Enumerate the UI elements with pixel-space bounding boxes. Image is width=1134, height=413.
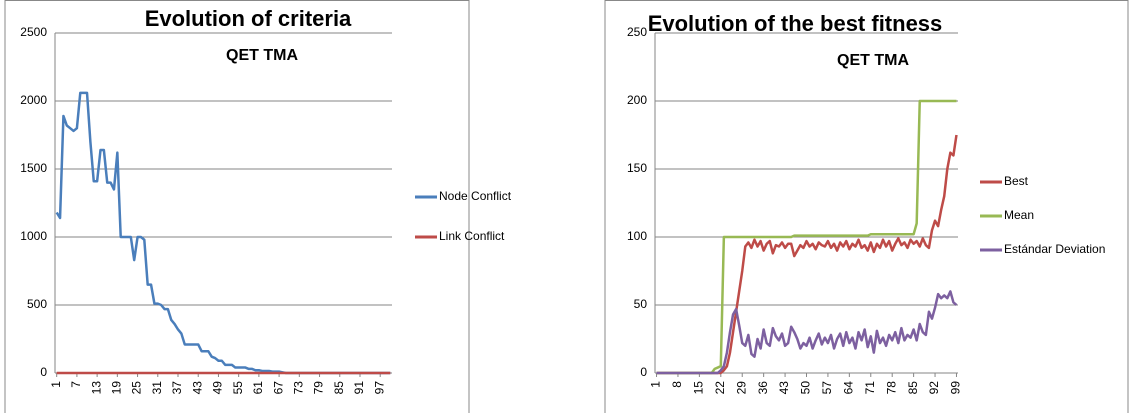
y-tick-label: 50 [634, 297, 648, 311]
x-tick-label: 57 [820, 381, 834, 395]
y-tick-label: 0 [640, 365, 647, 379]
x-tick-label: 43 [777, 381, 791, 395]
x-tick-label: 55 [231, 381, 245, 395]
y-tick-label: 0 [40, 365, 47, 379]
x-tick-label: 49 [211, 381, 225, 395]
y-tick-label: 150 [627, 161, 647, 175]
x-tick-label: 67 [271, 381, 285, 395]
x-tick-label: 97 [372, 381, 386, 395]
x-tick-label: 36 [756, 381, 770, 395]
x-tick-label: 78 [884, 381, 898, 395]
y-tick-label: 100 [627, 229, 647, 243]
y-tick-label: 250 [627, 25, 647, 39]
x-tick-label: 1 [49, 381, 63, 388]
x-tick-label: 91 [352, 381, 366, 395]
y-tick-label: 1000 [20, 229, 47, 243]
legend-label: Mean [1004, 208, 1034, 222]
chart-frame [4, 0, 470, 413]
x-tick-label: 85 [332, 381, 346, 395]
x-tick-label: 37 [170, 381, 184, 395]
chart-title: Evolution of criteria [145, 6, 352, 31]
x-tick-label: 64 [842, 381, 856, 395]
x-tick-label: 13 [89, 381, 103, 395]
legend-label: Link Conflict [439, 229, 505, 243]
x-tick-label: 43 [190, 381, 204, 395]
chart-title: Evolution of the best fitness [648, 11, 943, 36]
series-line [55, 91, 391, 375]
chart-frame [604, 0, 1129, 413]
x-tick-label: 19 [110, 381, 124, 395]
x-tick-label: 92 [927, 381, 941, 395]
chart-subtitle: QET TMA [226, 47, 298, 64]
legend-label: Estándar Deviation [1004, 242, 1105, 256]
x-tick-label: 8 [670, 381, 684, 388]
chart-subtitle: QET TMA [837, 52, 909, 69]
legend-label: Node Conflict [439, 189, 512, 203]
x-tick-label: 79 [312, 381, 326, 395]
x-tick-label: 1 [649, 381, 663, 388]
series-line [656, 290, 958, 375]
x-tick-label: 73 [291, 381, 305, 395]
y-tick-label: 2500 [20, 25, 47, 39]
y-tick-label: 2000 [20, 93, 47, 107]
x-tick-label: 50 [799, 381, 813, 395]
y-tick-label: 500 [27, 297, 47, 311]
x-tick-label: 85 [906, 381, 920, 395]
legend-label: Best [1004, 174, 1029, 188]
x-tick-label: 7 [69, 381, 83, 388]
x-tick-label: 25 [130, 381, 144, 395]
y-tick-label: 200 [627, 93, 647, 107]
x-tick-label: 31 [150, 381, 164, 395]
x-tick-label: 29 [734, 381, 748, 395]
x-tick-label: 99 [949, 381, 963, 395]
x-tick-label: 71 [863, 381, 877, 395]
y-tick-label: 1500 [20, 161, 47, 175]
x-tick-label: 15 [692, 381, 706, 395]
x-tick-label: 22 [713, 381, 727, 395]
x-tick-label: 61 [251, 381, 265, 395]
